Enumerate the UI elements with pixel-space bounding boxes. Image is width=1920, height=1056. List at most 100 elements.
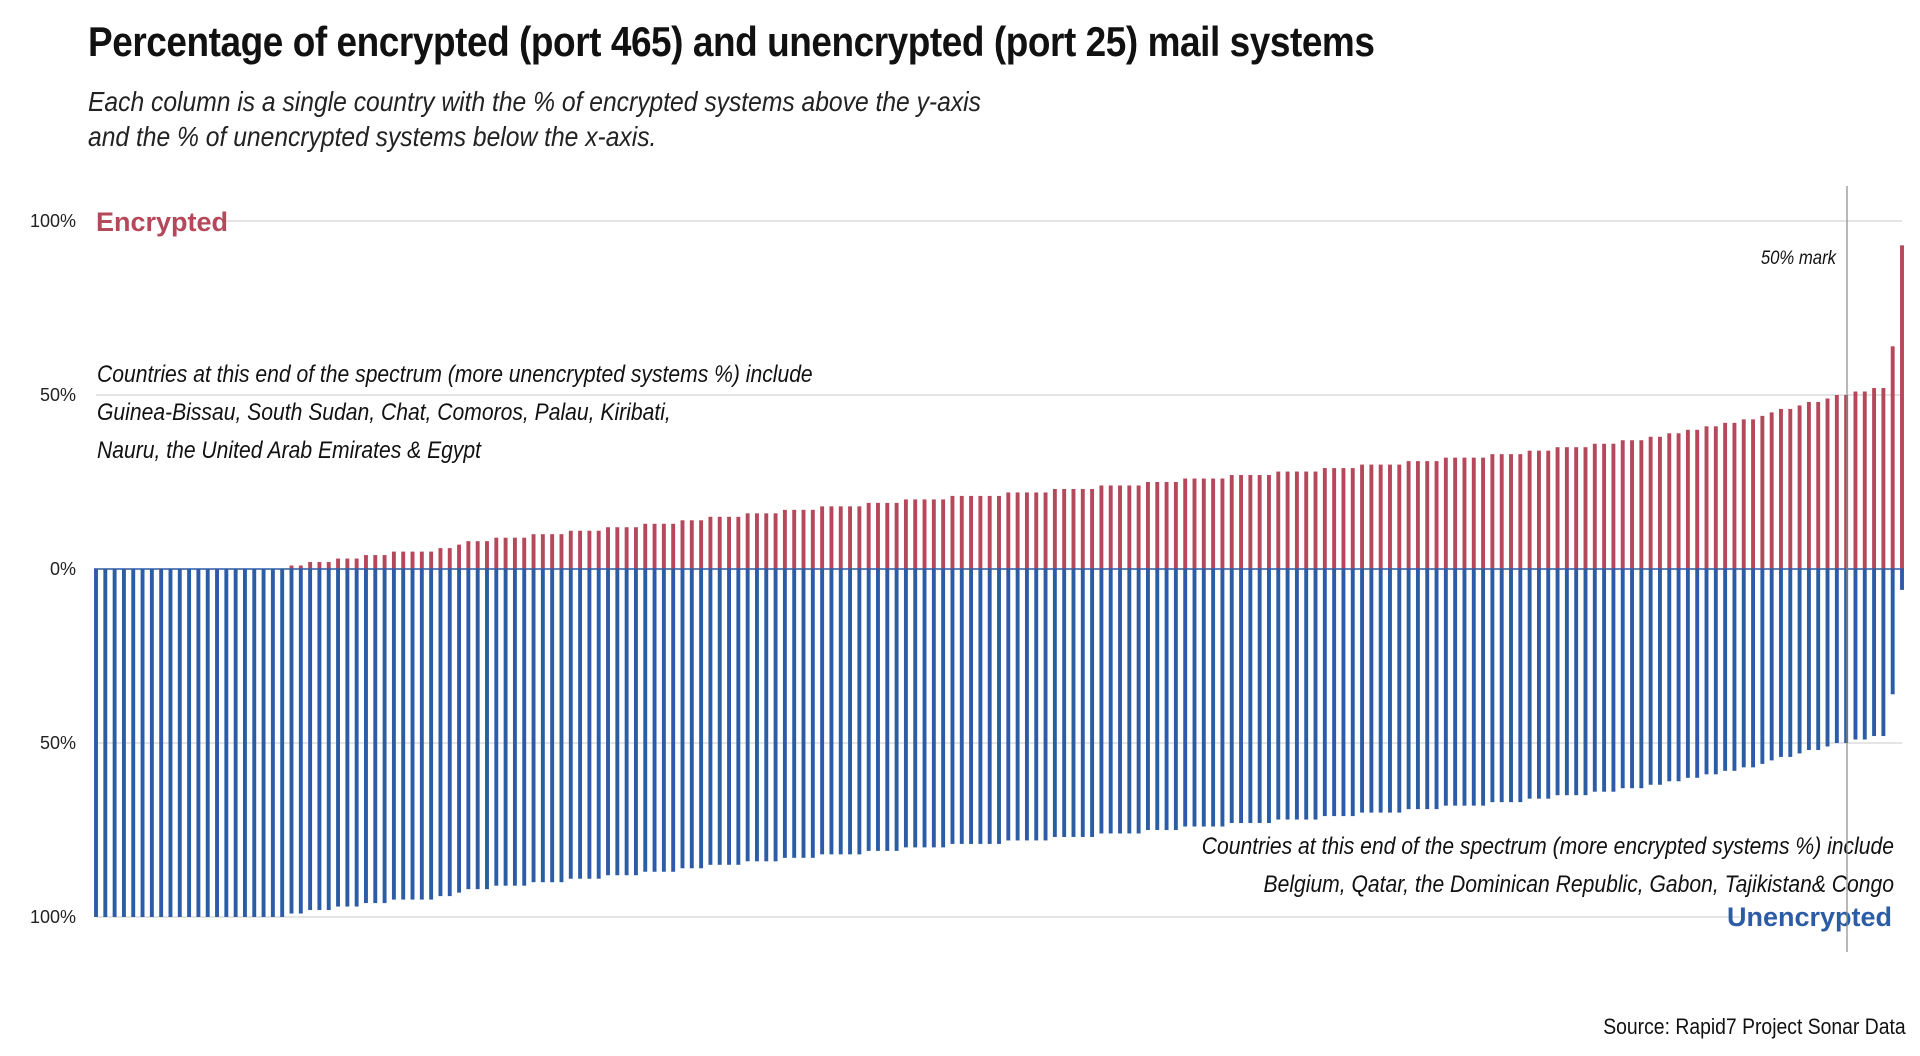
bar-unencrypted: [103, 569, 108, 917]
bar-unencrypted: [1322, 569, 1327, 817]
bar-encrypted: [1052, 488, 1057, 569]
bar-encrypted: [364, 555, 368, 569]
bar-encrypted: [1304, 471, 1309, 569]
chart-subtitle: Each column is a single country with the…: [88, 84, 981, 154]
bar-encrypted: [447, 548, 452, 569]
bar-encrypted: [317, 562, 322, 569]
bar-encrypted: [987, 495, 992, 569]
bar-encrypted: [1341, 468, 1346, 569]
bar-unencrypted: [1052, 569, 1057, 837]
bar-unencrypted: [1806, 569, 1811, 750]
bar-encrypted: [1313, 471, 1318, 569]
bar-encrypted: [755, 513, 759, 569]
bar-unencrypted: [1099, 569, 1104, 834]
bar-encrypted: [1620, 440, 1625, 569]
subtitle-line-2: and the % of unencrypted systems below t…: [88, 121, 657, 152]
bar-encrypted: [1322, 468, 1327, 569]
bar-unencrypted: [261, 569, 266, 917]
bar-unencrypted: [187, 569, 192, 917]
bar-encrypted: [1090, 488, 1095, 569]
bar-encrypted: [689, 520, 694, 569]
bar-unencrypted: [1313, 569, 1318, 820]
bar-encrypted: [1471, 457, 1476, 569]
bar-encrypted: [373, 555, 378, 569]
bar-unencrypted: [903, 569, 908, 848]
bar-marks: [94, 245, 1904, 917]
bar-unencrypted: [596, 569, 601, 879]
bar-encrypted: [382, 555, 387, 569]
bar-encrypted: [1518, 454, 1523, 569]
bar-encrypted: [1108, 485, 1113, 569]
bar-encrypted: [494, 537, 499, 569]
bar-encrypted: [829, 506, 834, 569]
bar-unencrypted: [401, 569, 406, 900]
bar-unencrypted: [289, 569, 294, 914]
bar-encrypted: [699, 520, 704, 569]
bar-unencrypted: [1881, 569, 1886, 737]
bar-encrypted: [1462, 457, 1467, 569]
bar-unencrypted: [1276, 569, 1281, 820]
bar-unencrypted: [373, 569, 378, 904]
bar-unencrypted: [745, 569, 750, 862]
bar-unencrypted: [1900, 569, 1904, 590]
bar-encrypted: [1006, 492, 1011, 569]
bar-unencrypted: [987, 569, 992, 844]
bar-unencrypted: [848, 569, 853, 855]
y-tick-label: 100%: [30, 211, 76, 231]
bar-unencrypted: [1834, 569, 1839, 743]
bar-unencrypted: [1797, 569, 1802, 754]
bar-unencrypted: [671, 569, 676, 872]
bar-unencrypted: [1518, 569, 1523, 803]
bar-unencrypted: [242, 569, 247, 917]
bar-encrypted: [1667, 433, 1672, 569]
bar-encrypted: [1630, 440, 1634, 569]
bar-encrypted: [727, 516, 731, 569]
bar-unencrypted: [1481, 569, 1486, 806]
bar-unencrypted: [1173, 569, 1178, 830]
bar-unencrypted: [1741, 569, 1746, 768]
bar-unencrypted: [1592, 569, 1597, 792]
bar-unencrypted: [224, 569, 229, 917]
bar-encrypted: [1490, 454, 1495, 569]
bar-encrypted: [1201, 478, 1206, 569]
bar-unencrypted: [773, 569, 778, 862]
bar-encrypted: [1211, 478, 1216, 569]
bar-encrypted: [1099, 485, 1104, 569]
bar-encrypted: [1834, 395, 1839, 569]
bar-encrypted: [931, 499, 936, 569]
bar-unencrypted: [727, 569, 731, 865]
bar-unencrypted: [1397, 569, 1402, 813]
bar-unencrypted: [559, 569, 564, 883]
bar-unencrypted: [131, 569, 136, 917]
bar-unencrypted: [354, 569, 359, 907]
bar-unencrypted: [438, 569, 443, 897]
bar-encrypted: [1285, 471, 1290, 569]
bar-unencrypted: [978, 569, 983, 844]
bar-encrypted: [466, 541, 471, 569]
bar-unencrypted: [1499, 569, 1504, 803]
bar-unencrypted: [1704, 569, 1709, 775]
bar-unencrypted: [857, 569, 862, 855]
bar-unencrypted: [755, 569, 759, 862]
bar-encrypted: [1183, 478, 1188, 569]
bar-encrypted: [1499, 454, 1504, 569]
bar-unencrypted: [1211, 569, 1216, 827]
bar-unencrypted: [1862, 569, 1867, 740]
bar-encrypted: [820, 506, 825, 569]
bar-encrypted: [1443, 457, 1448, 569]
bar-encrypted: [1704, 426, 1709, 569]
right-annotation-line-2: Belgium, Qatar, the Dominican Republic, …: [1264, 871, 1894, 898]
bar-unencrypted: [1760, 569, 1765, 764]
bar-unencrypted: [866, 569, 871, 851]
bar-unencrypted: [308, 569, 313, 911]
bar-unencrypted: [1536, 569, 1541, 799]
bar-unencrypted: [1043, 569, 1048, 841]
bar-encrypted: [410, 551, 415, 569]
bar-encrypted: [745, 513, 750, 569]
bar-unencrypted: [1239, 569, 1243, 824]
bar-encrypted: [838, 506, 843, 569]
bar-unencrypted: [661, 569, 666, 872]
bar-unencrypted: [1201, 569, 1206, 827]
bar-encrypted: [1332, 468, 1337, 569]
bar-unencrypted: [550, 569, 555, 883]
